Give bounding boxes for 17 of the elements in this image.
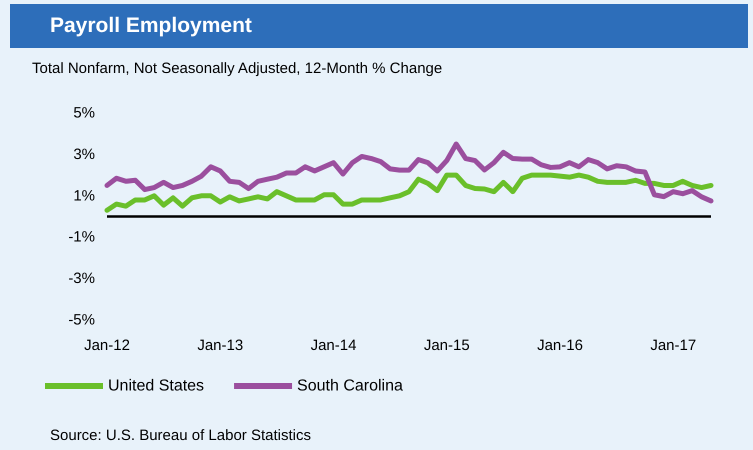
y-tick-label: -1% <box>68 228 95 246</box>
x-tick-label: Jan-14 <box>310 337 356 354</box>
x-tick-label: Jan-16 <box>537 337 583 354</box>
x-tick-label: Jan-13 <box>197 337 244 354</box>
y-tick-label: -3% <box>68 270 95 288</box>
legend-label: South Carolina <box>297 378 403 394</box>
y-tick-label: 5% <box>73 104 95 122</box>
y-tick-label: 1% <box>73 187 95 204</box>
x-tick-label: Jan-17 <box>650 337 696 354</box>
x-tick-label: Jan-15 <box>424 337 470 354</box>
y-tick-label: 3% <box>73 146 95 163</box>
chart-title: Payroll Employment <box>50 14 252 38</box>
y-tick-label: -5% <box>68 312 95 328</box>
chart-subtitle: Total Nonfarm, Not Seasonally Adjusted, 12-Month % Change <box>32 60 442 77</box>
legend-label: United States <box>108 378 204 394</box>
source-note: Source: U.S. Bureau of Labor Statistics <box>50 427 311 444</box>
x-tick-label: Jan-12 <box>84 337 130 354</box>
